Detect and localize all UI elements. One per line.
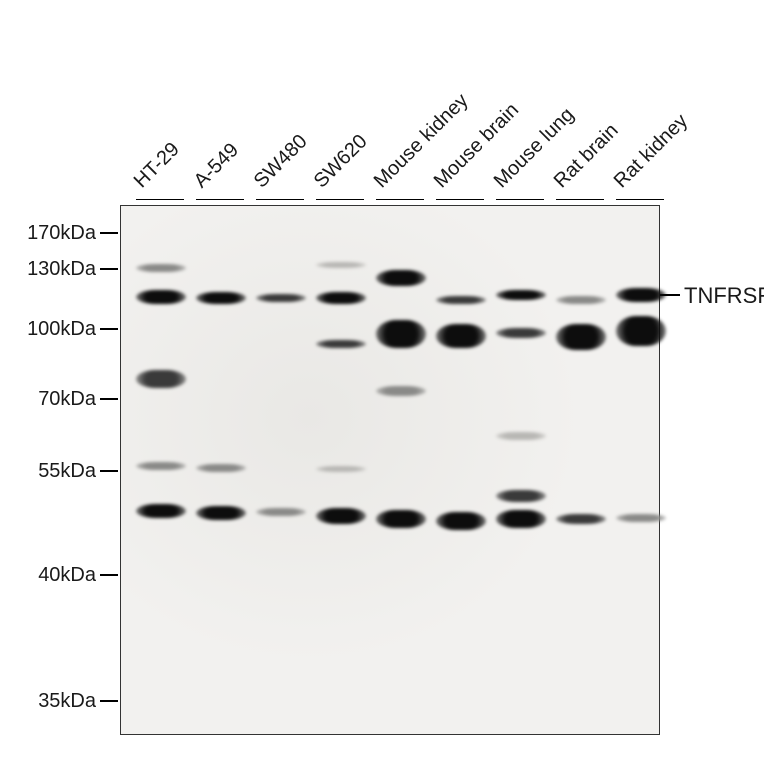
blot-band [136,462,186,470]
blot-band [136,264,186,272]
lane-tick [436,199,484,200]
mw-marker-tick [100,328,118,330]
blot-band [376,320,426,348]
blot-band [136,290,186,304]
figure-container: HT-29A-549SW480SW620Mouse kidneyMouse br… [0,0,764,764]
blot-band [496,490,546,502]
mw-marker-label: 35kDa [0,690,96,713]
mw-marker-tick [100,268,118,270]
lane-tick [256,199,304,200]
mw-marker-label: 40kDa [0,564,96,587]
blot-band [496,290,546,300]
blot-band [196,464,246,472]
mw-marker-label: 100kDa [0,318,96,341]
blot-band [616,514,666,522]
target-label: TNFRSF21 [684,283,764,309]
lane-label: SW620 [310,130,373,193]
lane-tick [316,199,364,200]
blot-band [316,340,366,348]
blot-band [496,432,546,440]
mw-marker-tick [100,232,118,234]
lane-tick [616,199,664,200]
mw-marker-label: 170kDa [0,222,96,245]
blot-band [316,466,366,472]
blot-band [496,328,546,338]
mw-marker-tick [100,470,118,472]
lane-label: A-549 [190,139,244,193]
blot-band [196,292,246,304]
blot-band [556,296,606,304]
blot-band [376,270,426,286]
lane-tick [556,199,604,200]
lane-label: HT-29 [130,138,185,193]
lane-tick [496,199,544,200]
blot-band [436,512,486,530]
blot-band [316,262,366,268]
blot-band [616,316,666,346]
blot-band [436,324,486,348]
blot-band [136,370,186,388]
blot-band [316,292,366,304]
blot-band [316,508,366,524]
blot-band [136,504,186,518]
lane-tick [136,199,184,200]
lane-tick [376,199,424,200]
lane-tick [196,199,244,200]
mw-marker-tick [100,700,118,702]
blot-band [616,288,666,302]
blot-band [256,294,306,302]
blot-band [556,324,606,350]
mw-marker-label: 55kDa [0,460,96,483]
blot-band [256,508,306,516]
blot-band [376,386,426,396]
mw-marker-label: 130kDa [0,258,96,281]
mw-marker-label: 70kDa [0,388,96,411]
blot-band [376,510,426,528]
lane-label: Rat kidney [610,110,693,193]
mw-marker-tick [100,574,118,576]
blot-band [436,296,486,304]
blot-band [196,506,246,520]
blot-band [556,514,606,524]
blot-band [496,510,546,528]
lane-label: SW480 [250,130,313,193]
mw-marker-tick [100,398,118,400]
